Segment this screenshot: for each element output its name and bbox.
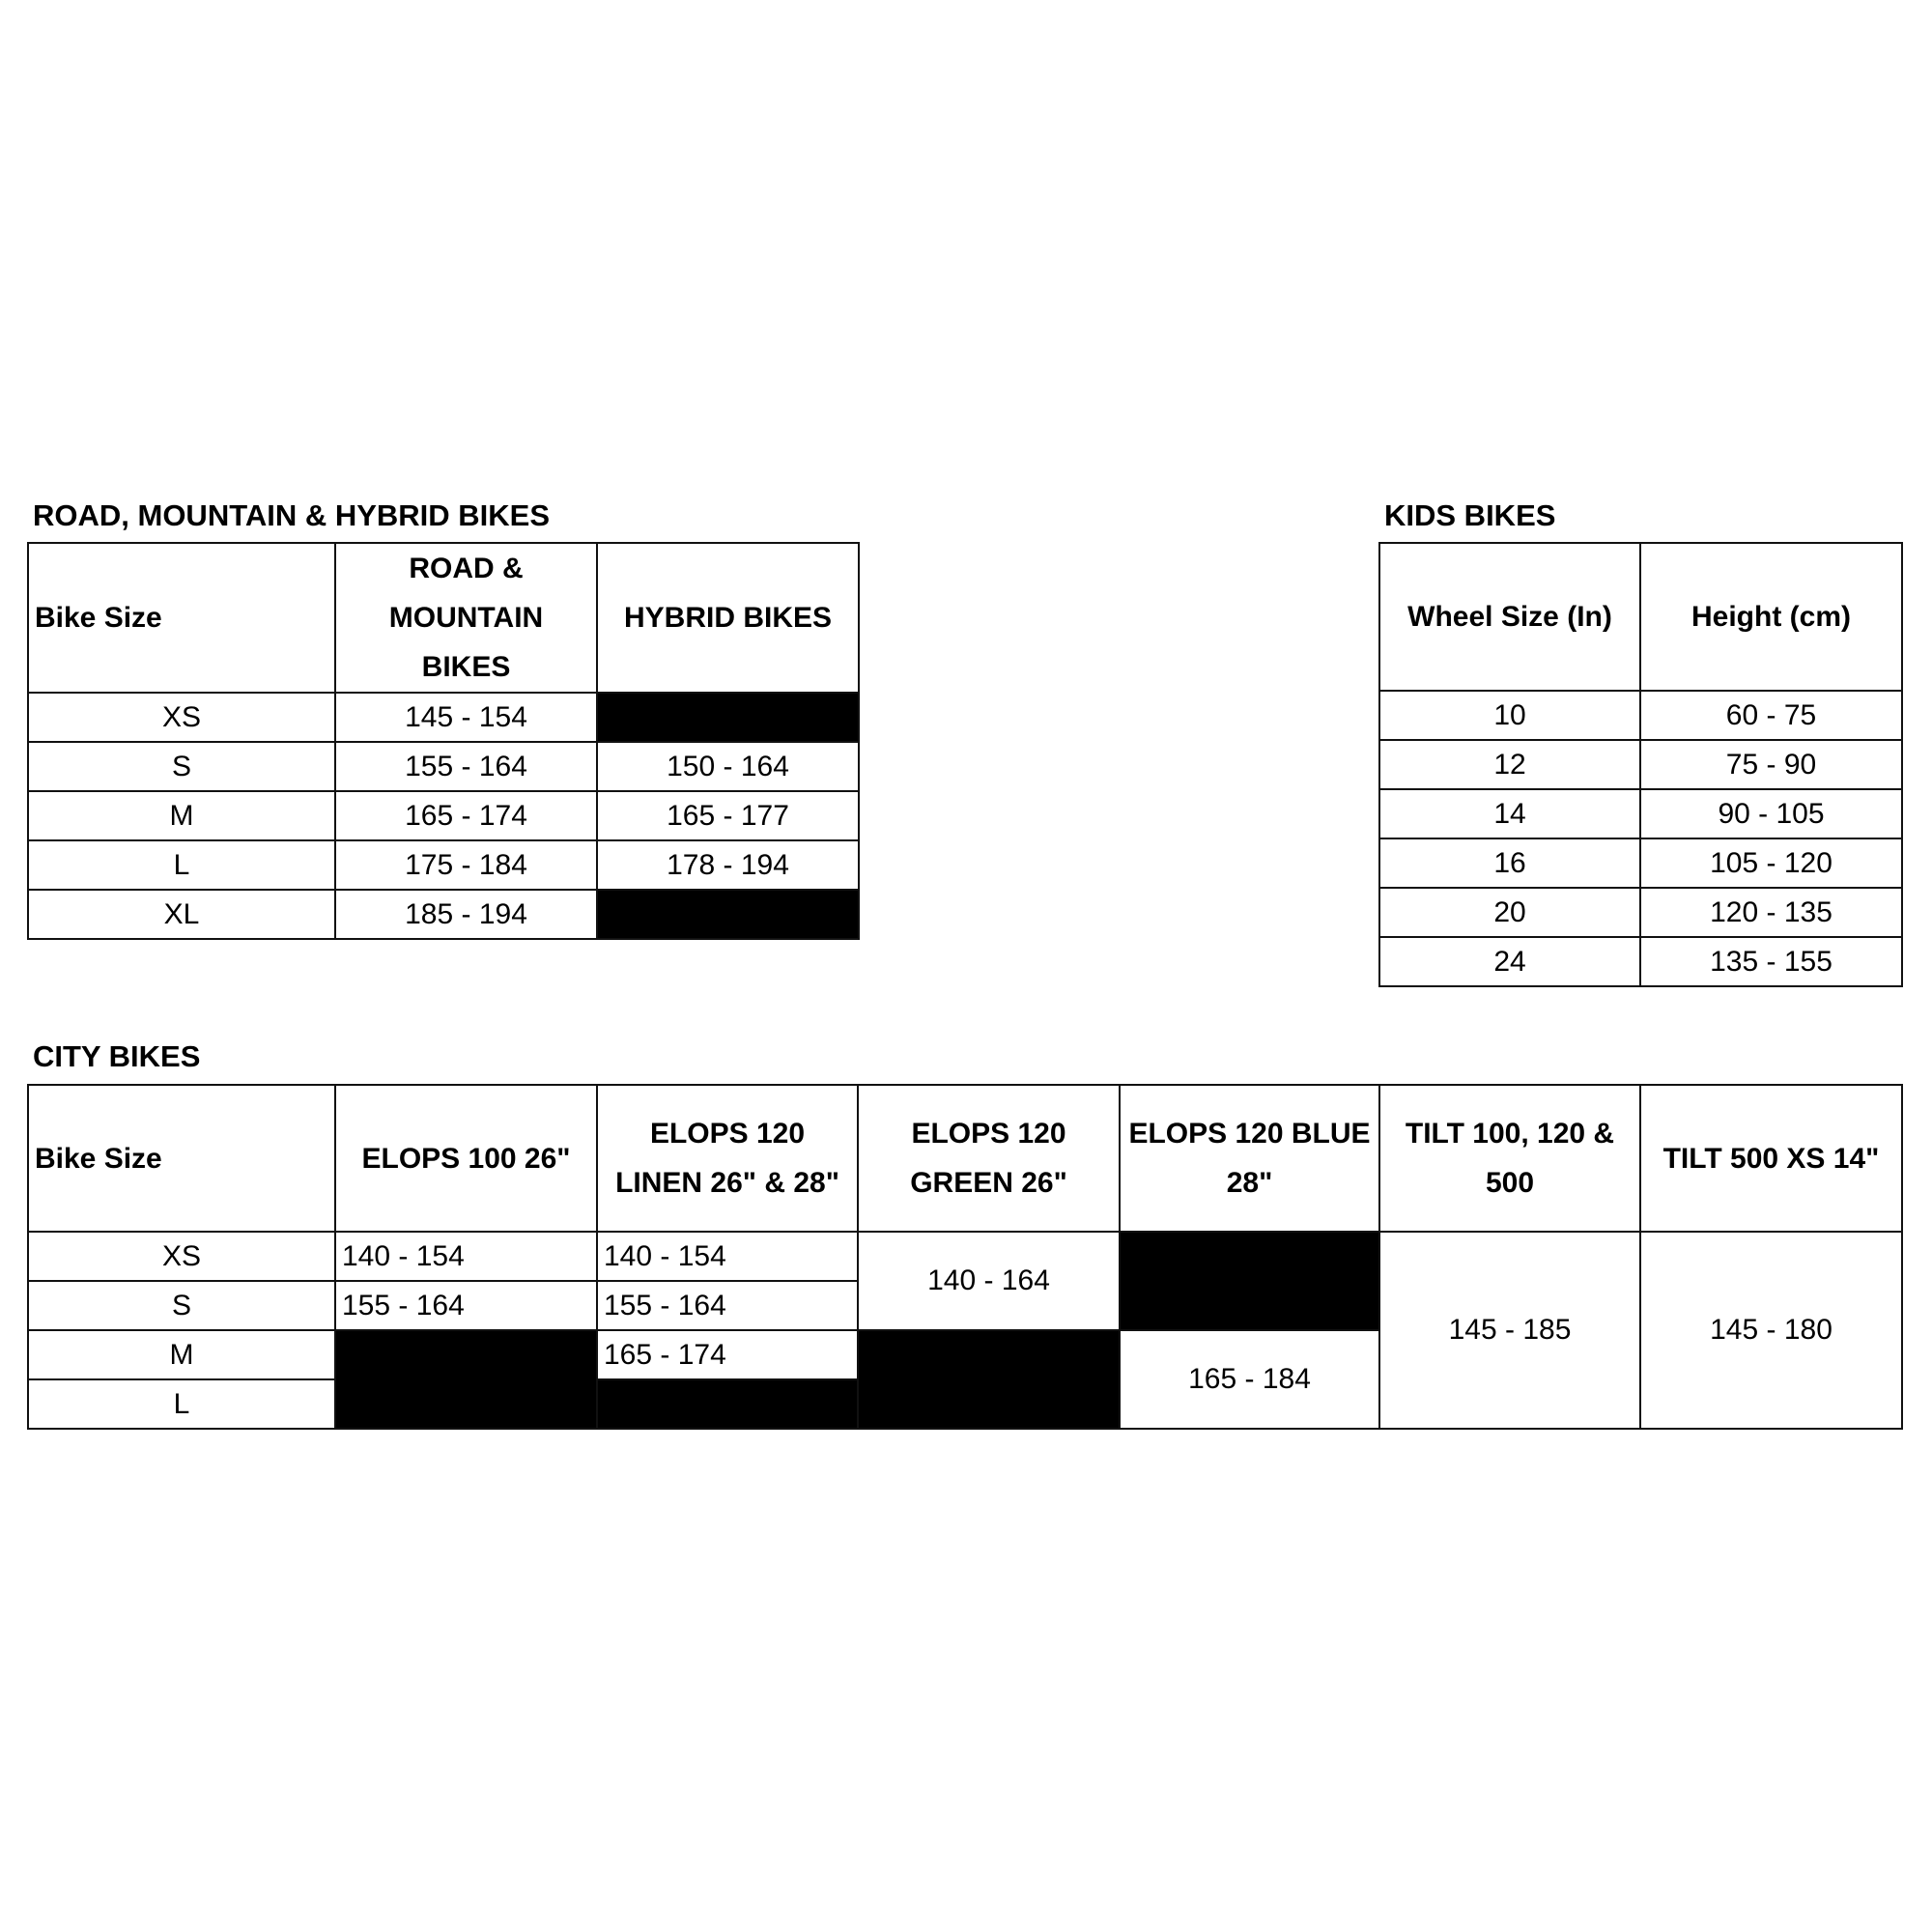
table-row: 20 120 - 135 — [1378, 887, 1903, 938]
hybrid-cell: 165 - 177 — [596, 790, 860, 841]
wheel-cell: 20 — [1378, 887, 1641, 938]
size-cell: M — [27, 1329, 336, 1380]
table-row: S 155 - 164 155 - 164 — [27, 1280, 1902, 1331]
kids-table-title: KIDS BIKES — [1384, 498, 1556, 532]
road-cell: 165 - 174 — [334, 790, 598, 841]
unavailable-cell — [1119, 1231, 1380, 1331]
elops120-green-cell: 140 - 164 — [857, 1231, 1121, 1331]
header-tilt-500-xs: TILT 500 XS 14" — [1639, 1084, 1903, 1233]
header-elops-120-green: ELOPS 120 GREEN 26" — [857, 1084, 1121, 1233]
size-cell: S — [27, 741, 336, 792]
elops120-linen-cell: 165 - 174 — [596, 1329, 859, 1380]
table-row: L 175 - 184 178 - 194 — [27, 839, 860, 891]
header-elops-100: ELOPS 100 26" — [334, 1084, 598, 1233]
table-row: 10 60 - 75 — [1378, 690, 1903, 741]
wheel-cell: 12 — [1378, 739, 1641, 790]
unavailable-cell — [596, 1378, 859, 1430]
city-table-title: CITY BIKES — [33, 1039, 201, 1073]
table-row: XL 185 - 194 — [27, 889, 860, 940]
size-cell: XL — [27, 889, 336, 940]
wheel-cell: 14 — [1378, 788, 1641, 839]
header-height: Height (cm) — [1639, 542, 1903, 692]
wheel-cell: 24 — [1378, 936, 1641, 987]
table-row: 14 90 - 105 — [1378, 788, 1903, 839]
tilt500xs-cell: 145 - 180 — [1639, 1231, 1903, 1430]
road-cell: 155 - 164 — [334, 741, 598, 792]
height-cell: 135 - 155 — [1639, 936, 1903, 987]
header-elops-120-linen: ELOPS 120 LINEN 26" & 28" — [596, 1084, 859, 1233]
header-hybrid: HYBRID BIKES — [596, 542, 860, 694]
hybrid-cell: 150 - 164 — [596, 741, 860, 792]
road-mountain-hybrid-table: Bike Size ROAD & MOUNTAIN BIKES HYBRID B… — [27, 542, 860, 940]
wheel-cell: 16 — [1378, 838, 1641, 889]
header-bike-size: Bike Size — [27, 1084, 336, 1233]
height-cell: 75 - 90 — [1639, 739, 1903, 790]
road-cell: 185 - 194 — [334, 889, 598, 940]
road-table-title: ROAD, MOUNTAIN & HYBRID BIKES — [33, 498, 551, 532]
road-cell: 175 - 184 — [334, 839, 598, 891]
city-bikes-table: Bike Size ELOPS 100 26" ELOPS 120 LINEN … — [27, 1084, 1903, 1430]
size-cell: L — [27, 839, 336, 891]
height-cell: 105 - 120 — [1639, 838, 1903, 889]
table-row: XS 145 - 154 — [27, 692, 860, 743]
size-cell: M — [27, 790, 336, 841]
size-cell: S — [27, 1280, 336, 1331]
hybrid-cell: 178 - 194 — [596, 839, 860, 891]
size-cell: L — [27, 1378, 336, 1430]
size-cell: XS — [27, 1231, 336, 1282]
table-row: S 155 - 164 150 - 164 — [27, 741, 860, 792]
unavailable-cell — [857, 1329, 1121, 1430]
table-row: 16 105 - 120 — [1378, 838, 1903, 889]
wheel-cell: 10 — [1378, 690, 1641, 741]
tilt-cell: 145 - 185 — [1378, 1231, 1641, 1430]
unavailable-cell — [596, 889, 860, 940]
table-row: 12 75 - 90 — [1378, 739, 1903, 790]
road-cell: 145 - 154 — [334, 692, 598, 743]
height-cell: 120 - 135 — [1639, 887, 1903, 938]
header-elops-120-blue: ELOPS 120 BLUE 28" — [1119, 1084, 1380, 1233]
header-road-mountain: ROAD & MOUNTAIN BIKES — [334, 542, 598, 694]
height-cell: 60 - 75 — [1639, 690, 1903, 741]
header-bike-size: Bike Size — [27, 542, 336, 694]
unavailable-cell — [596, 692, 860, 743]
table-row: XS 140 - 154 140 - 154 140 - 164 145 - 1… — [27, 1231, 1903, 1430]
elops120-linen-cell: 140 - 154 — [596, 1231, 859, 1282]
elops100-cell: 155 - 164 — [334, 1280, 598, 1331]
table-row: M 165 - 174 165 - 177 — [27, 790, 860, 841]
header-tilt: TILT 100, 120 & 500 — [1378, 1084, 1641, 1233]
unavailable-cell — [334, 1329, 598, 1430]
table-row: 24 135 - 155 — [1378, 936, 1903, 987]
kids-table: Wheel Size (In) Height (cm) 10 60 - 75 12… — [1378, 542, 1903, 987]
table-row: L — [27, 1378, 1902, 1430]
table-row: M 165 - 174 165 - 184 — [27, 1329, 1902, 1430]
elops100-cell: 140 - 154 — [334, 1231, 598, 1282]
elops120-linen-cell: 155 - 164 — [596, 1280, 859, 1331]
size-cell: XS — [27, 692, 336, 743]
height-cell: 90 - 105 — [1639, 788, 1903, 839]
elops120-blue-cell: 165 - 184 — [1119, 1329, 1380, 1430]
header-wheel-size: Wheel Size (In) — [1378, 542, 1641, 692]
